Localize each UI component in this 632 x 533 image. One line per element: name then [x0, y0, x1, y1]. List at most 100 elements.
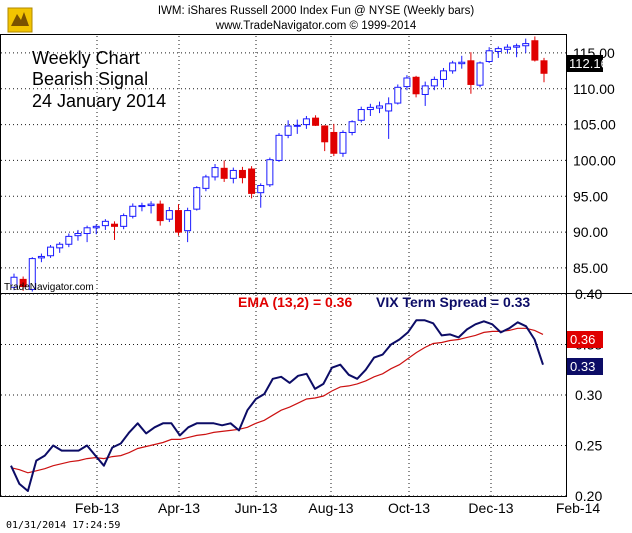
- price-candle: [321, 125, 329, 152]
- candle-body: [165, 210, 173, 220]
- candle-body: [10, 276, 18, 288]
- annotation-line-3: 24 January 2014: [32, 91, 166, 111]
- candle-body: [467, 60, 475, 85]
- candle-body: [421, 85, 429, 95]
- price-candles: [10, 36, 548, 292]
- price-tick-label: 90.00: [573, 224, 608, 240]
- time-tick-label: Apr-13: [158, 500, 200, 516]
- annotation-line-1: Weekly Chart: [32, 48, 140, 68]
- candle-body: [412, 76, 420, 95]
- ema-last-value-label: 0.36: [570, 332, 595, 347]
- candle-body: [220, 167, 228, 179]
- indicator-lines: [10, 319, 544, 492]
- price-candle: [220, 160, 228, 182]
- price-candle: [275, 133, 283, 162]
- price-candle: [101, 219, 109, 230]
- price-tick-label: 85.00: [573, 260, 608, 276]
- price-candle: [47, 244, 55, 258]
- candle-body: [439, 70, 447, 80]
- indicator-tick-label: 0.30: [575, 387, 602, 403]
- price-candle: [138, 202, 146, 212]
- time-tick-label: Feb-14: [556, 500, 601, 516]
- price-candle: [339, 130, 347, 157]
- candle-body: [476, 62, 484, 86]
- price-candle: [129, 203, 137, 219]
- indicator-tick-label: 0.25: [575, 438, 602, 454]
- price-last-value-label: 112.16: [569, 56, 608, 71]
- price-candle: [458, 55, 466, 69]
- price-tick-label: 110.00: [573, 81, 615, 97]
- price-candle: [476, 61, 484, 88]
- candle-body: [394, 86, 402, 104]
- candle-body: [449, 62, 457, 72]
- price-candle: [238, 166, 246, 184]
- price-candle: [174, 204, 182, 236]
- candle-body: [174, 210, 182, 233]
- price-candle: [394, 84, 402, 105]
- candle-body: [339, 131, 347, 154]
- price-candle: [284, 120, 292, 139]
- candle-body: [229, 169, 237, 179]
- candle-body: [47, 246, 55, 257]
- price-candle: [503, 44, 511, 54]
- trade-navigator-logo: [7, 7, 33, 33]
- indicator-panel-frame: [0, 293, 567, 497]
- price-candle: [28, 257, 36, 292]
- candle-body: [74, 233, 82, 237]
- price-candle: [522, 38, 530, 53]
- price-candle: [248, 166, 256, 199]
- candle-body: [101, 220, 109, 227]
- indicator-tick-label: 0.40: [575, 286, 602, 302]
- price-candle: [494, 46, 502, 58]
- ema-last-value: 0.36: [567, 331, 603, 348]
- price-candle: [302, 115, 310, 129]
- candle-body: [312, 117, 320, 126]
- watermark: TradeNavigator.com: [4, 282, 94, 293]
- candle-body: [83, 227, 91, 235]
- price-candle: [257, 183, 265, 208]
- time-axis: Feb-13 Apr-13 Jun-13 Aug-13 Oct-13 Dec-13 Feb-…: [75, 500, 601, 516]
- price-candle: [293, 119, 301, 134]
- price-tick-label: 100.00: [573, 152, 616, 168]
- candle-body: [302, 118, 310, 126]
- candle-body: [238, 169, 246, 179]
- price-candle: [120, 213, 128, 230]
- candle-body: [531, 40, 539, 61]
- candle-body: [293, 124, 301, 127]
- vix-last-value-label: 0.33: [570, 359, 595, 374]
- candle-body: [129, 205, 137, 217]
- price-candle: [165, 207, 173, 223]
- price-candle: [540, 57, 548, 83]
- price-candle: [421, 81, 429, 106]
- candle-body: [321, 125, 329, 143]
- candle-body: [485, 50, 493, 63]
- price-candle: [56, 242, 64, 253]
- vix-term-spread-line: [10, 319, 544, 492]
- candle-body: [19, 278, 27, 288]
- ema-line: [10, 327, 544, 474]
- price-candle: [74, 229, 82, 241]
- price-candle: [184, 207, 192, 243]
- price-tick-label: 105.00: [573, 117, 616, 133]
- candle-body: [348, 121, 356, 133]
- candle-body: [92, 225, 100, 229]
- candle-body: [284, 125, 292, 136]
- candle-body: [275, 134, 283, 161]
- price-candle: [10, 273, 18, 291]
- candle-body: [138, 205, 146, 208]
- price-candle: [467, 52, 475, 94]
- price-candle: [266, 157, 274, 187]
- price-candle: [412, 75, 420, 98]
- candle-body: [120, 215, 128, 227]
- price-candle: [439, 67, 447, 88]
- indicator-tick-label: 0.20: [575, 488, 602, 504]
- candle-body: [503, 46, 511, 50]
- candle-body: [513, 45, 521, 48]
- candle-body: [266, 159, 274, 186]
- candle-body: [522, 43, 530, 47]
- chart-subtitle: www.TradeNavigator.com © 1999-2014: [215, 20, 417, 32]
- price-tick-label: 95.00: [573, 188, 608, 204]
- vix-legend-label: VIX Term Spread = 0.33: [376, 294, 530, 310]
- price-candle: [37, 253, 45, 263]
- time-tick-label: Jun-13: [235, 500, 278, 516]
